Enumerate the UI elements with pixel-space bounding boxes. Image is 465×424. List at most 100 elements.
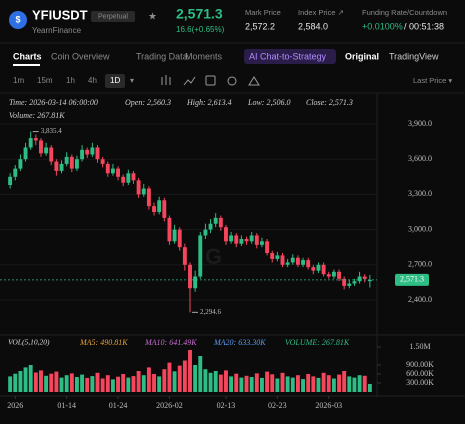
interval[interactable]: 1D (110, 76, 120, 85)
volume-tick-label: 900.00K (406, 360, 434, 369)
volume-bar (59, 377, 64, 392)
candle-body (28, 138, 33, 148)
candle-body (69, 156, 74, 169)
volume-tick-label: 300.00K (406, 378, 434, 387)
x-tick-label: 2026-02 (156, 401, 183, 410)
candle-body (193, 276, 198, 289)
y-tick-label: 2,700.0 (408, 260, 432, 269)
tab[interactable]: Trading Data (136, 51, 188, 61)
candle-body (146, 188, 151, 207)
candle-body (59, 163, 64, 171)
candle-body (285, 262, 290, 265)
candle-body (362, 276, 367, 279)
candle-body (188, 264, 192, 289)
vol-ma20: MA20: 633.30K (213, 338, 266, 347)
coin-logo (9, 11, 27, 29)
annotation: 2,294.6 (200, 308, 222, 316)
volume-bar (131, 376, 136, 392)
volume-bar (249, 377, 254, 392)
volume-bar (116, 376, 121, 392)
interval[interactable]: 1h (66, 76, 75, 85)
candle-body (105, 163, 110, 174)
candle-body (301, 260, 306, 265)
volume-bar (295, 375, 300, 392)
volume-bar (290, 377, 295, 392)
volume-bar (234, 373, 239, 392)
candle-body (157, 200, 162, 212)
candle-body (367, 279, 372, 282)
price-mode[interactable]: Last Price ▾ (413, 76, 452, 85)
volume-bar (69, 373, 74, 392)
x-tick-label: 2026-03 (315, 401, 342, 410)
volume-bar (126, 377, 131, 392)
volume-bar (105, 375, 110, 392)
interval[interactable]: 1m (13, 76, 24, 85)
info-high: High: 2,613.4 (186, 98, 232, 107)
interval[interactable]: 4h (88, 76, 97, 85)
volume-bar (326, 375, 331, 392)
info-close: Close: 2,571.3 (306, 98, 353, 107)
candle-body (90, 147, 95, 155)
candle-body (162, 200, 167, 218)
candle-body (326, 274, 331, 277)
favorite-star[interactable]: ★ (148, 12, 157, 23)
tab[interactable]: Moments (185, 51, 223, 61)
candle-body (64, 156, 69, 164)
volume-bar (33, 372, 38, 392)
ai-tab-bg (244, 49, 336, 64)
tab[interactable]: Coin Overview (51, 51, 110, 61)
vol-title: VOL(5,10,20) (8, 338, 50, 347)
volume-bar (259, 377, 264, 392)
volume-bar (331, 378, 336, 392)
volume-tick-label: 1.50M (409, 342, 430, 351)
y-tick-label: 3,900.0 (408, 119, 432, 128)
candle-body (110, 168, 115, 174)
badge: Perpetual (98, 13, 128, 20)
volume-bar (301, 379, 306, 392)
volume-bar (265, 371, 270, 392)
candle-body (213, 217, 218, 224)
candle-body (13, 168, 18, 177)
volume-bar (367, 383, 372, 392)
volume-bar (146, 367, 151, 392)
tab[interactable]: Original (345, 51, 379, 61)
volume-bar (316, 377, 321, 392)
candle-body (239, 238, 244, 244)
index-label[interactable]: Index Price ↗ (298, 8, 344, 17)
volume-bar (157, 376, 162, 392)
volume-bar (18, 371, 23, 392)
candle-body (39, 140, 43, 154)
volume-bar (229, 376, 234, 392)
symbol[interactable]: YFIUSDT (32, 7, 88, 22)
candle-body (203, 229, 208, 236)
volume-bar (337, 374, 341, 392)
candle-body (321, 264, 326, 275)
interval[interactable]: 15m (37, 76, 53, 85)
tab[interactable]: TradingView (389, 51, 439, 61)
volume-bar (177, 365, 182, 392)
tool-icons[interactable] (161, 75, 260, 86)
interval-dropdown[interactable]: ▾ (130, 76, 134, 85)
candle-body (8, 176, 13, 186)
candle-body (295, 257, 300, 265)
candle-body (208, 223, 213, 230)
candle-body (229, 235, 234, 242)
volume-bar (100, 378, 105, 392)
volume-bar (64, 375, 69, 392)
x-tick-label: 02-13 (217, 401, 236, 410)
volume-bar (141, 375, 146, 392)
tab[interactable]: AI Chat-to-Strategy (249, 51, 327, 61)
tab[interactable]: Charts (13, 51, 42, 61)
volume-bar (136, 371, 141, 392)
volume-bar (90, 376, 95, 392)
volume-bar (182, 360, 187, 392)
volume-bar (254, 373, 259, 392)
volume-bar (362, 375, 367, 392)
volume-bar (172, 371, 177, 392)
volume-bar (275, 378, 280, 392)
candle-body (54, 161, 59, 171)
volume-bar (342, 371, 347, 392)
tab-underline (13, 64, 40, 66)
candle-body (347, 283, 352, 286)
candle-body (244, 238, 249, 242)
